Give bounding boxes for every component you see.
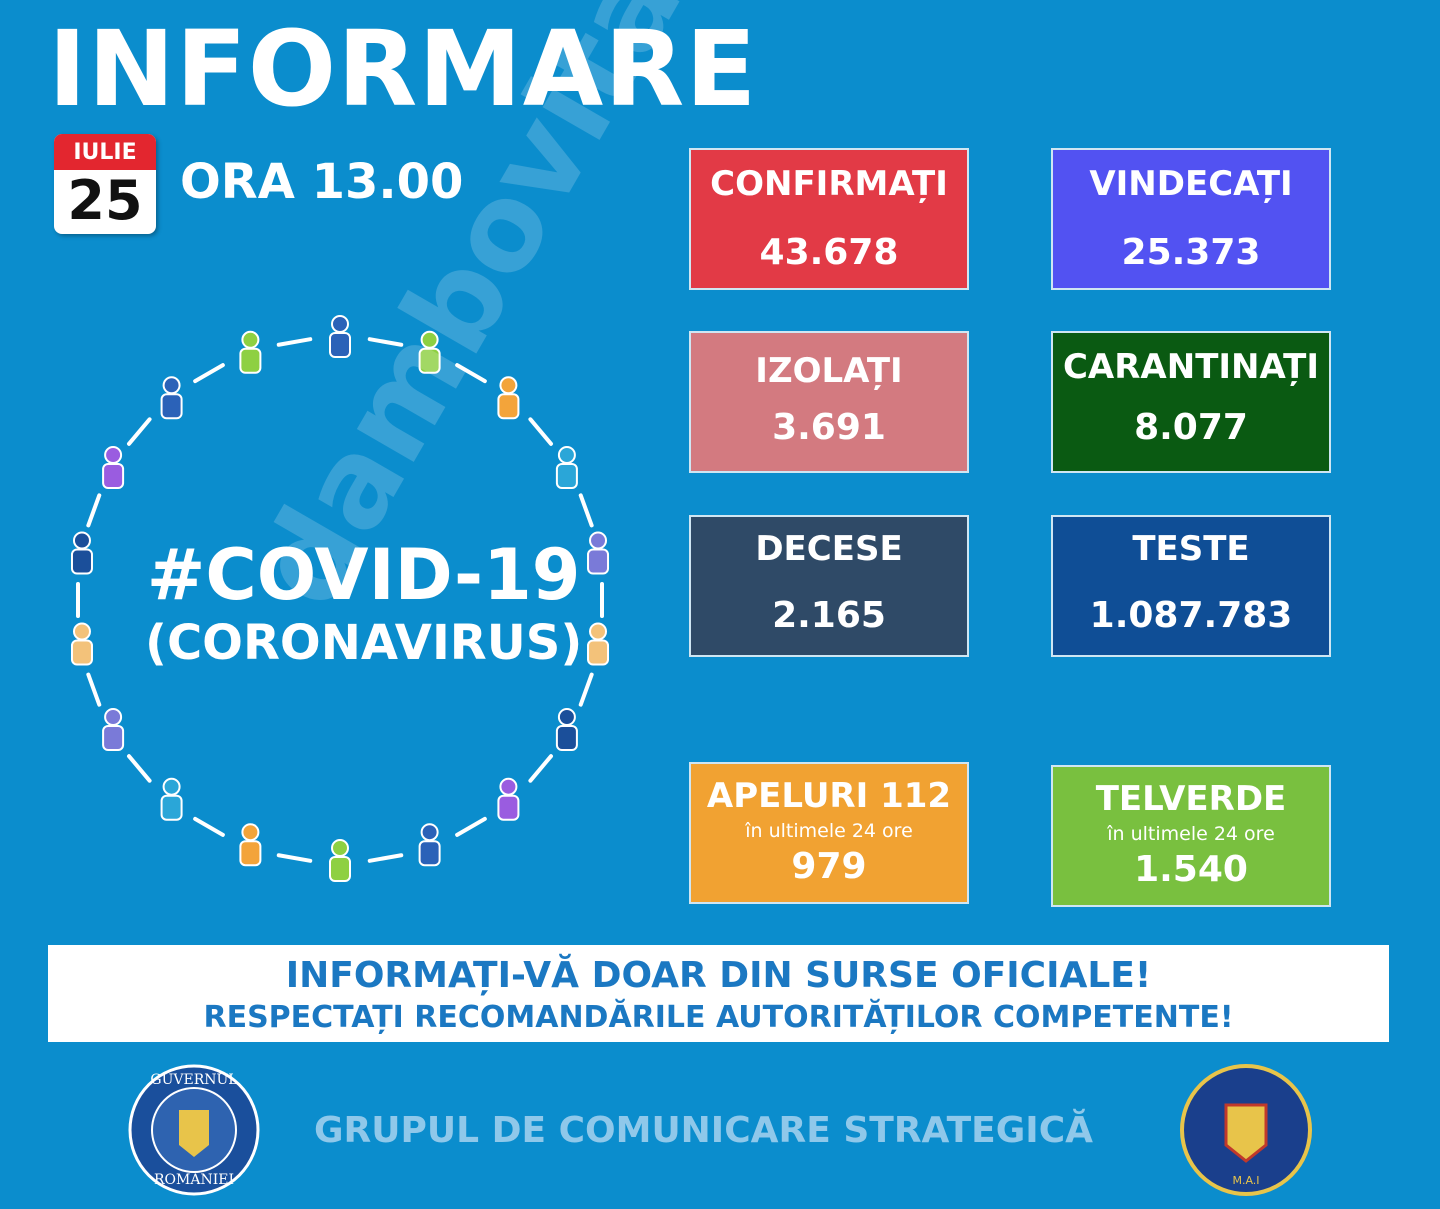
person-head [557,708,576,726]
person-head [72,622,91,641]
logo-shield [1224,1103,1268,1163]
stat-box: CARANTINAȚI 8.077 [1051,331,1331,473]
arrow [578,672,594,707]
person-body [70,639,93,666]
person-head [499,376,518,395]
person-head [589,622,608,641]
person-body [70,548,93,575]
footer-text: GRUPUL DE COMUNICARE STRATEGICĂ [314,1110,1093,1151]
title: INFORMARE [48,8,758,130]
arrow [455,363,487,384]
person-body [239,840,262,867]
arrow [86,672,102,707]
person-head [499,777,518,796]
arrow [276,337,313,347]
day: 25 [67,169,143,232]
call-note: în ultimele 24 ore [745,820,913,842]
covid-subtitle: (CORONAVIRUS) [145,615,583,671]
stat-box: CONFIRMAȚI 43.678 [689,148,969,290]
stat-label: DECESE [755,529,903,569]
arrow [276,853,313,863]
stat-label: VINDECAȚI [1089,164,1293,204]
person-head [557,446,576,464]
person-body [497,393,520,420]
person-body [497,794,520,821]
logo-shield [179,1110,209,1157]
arrow [193,363,225,384]
stat-value: 43.678 [759,232,899,273]
month: IULIE [54,134,156,170]
person-head [72,531,91,550]
calendar: IULIE 25 [54,134,156,234]
person-head [104,708,123,726]
stat-box: TESTE 1.087.783 [1051,515,1331,657]
stat-box: VINDECAȚI 25.373 [1051,148,1331,290]
call-value: 979 [791,846,867,887]
covid-label: #COVID-19 (CORONAVIRUS) [145,535,582,671]
arrow [127,417,152,446]
person-head [162,376,181,395]
arrow [528,417,553,446]
arrow [455,816,487,837]
stat-value: 8.077 [1134,407,1248,448]
person-head [331,315,349,333]
logo-text: GUVERNUL [150,1072,237,1088]
person-body [329,856,351,882]
arrow [86,493,102,528]
person-body [555,463,578,489]
person-head [420,823,439,842]
person-body [587,639,610,666]
arrow [578,493,594,528]
stat-value: 2.165 [772,595,886,636]
person-body [160,794,183,821]
person-body [418,347,441,374]
person-body [555,725,578,751]
call-value: 1.540 [1134,849,1248,890]
logo-text: ROMÂNIEI [154,1170,234,1188]
stat-box: IZOLAȚI 3.691 [689,331,969,473]
person-head [241,823,260,842]
stat-label: IZOLAȚI [755,351,903,391]
call-box: APELURI 112 în ultimele 24 ore 979 [689,762,969,904]
person-body [102,725,125,751]
arrow [127,754,152,783]
stat-label: CARANTINAȚI [1062,347,1320,387]
banner: INFORMAȚI-VĂ DOAR DIN SURSE OFICIALE! RE… [48,945,1389,1042]
person-body [160,393,183,420]
stat-label: TESTE [1132,529,1250,569]
banner-line: INFORMAȚI-VĂ DOAR DIN SURSE OFICIALE! [285,955,1152,996]
arrow [528,754,553,783]
person-body [102,463,125,489]
department-logo: M.A.I [1180,1064,1312,1196]
covid-title: #COVID-19 [146,534,581,616]
person-head [331,839,349,857]
people-ring [70,315,610,882]
call-label: TELVERDE [1095,779,1287,819]
call-box: TELVERDE în ultimele 24 ore 1.540 [1051,765,1331,907]
time: ORA 13.00 [180,154,464,210]
logo-text: M.A.I [1232,1174,1259,1187]
stat-box: DECESE 2.165 [689,515,969,657]
person-body [239,347,262,374]
banner-line: RESPECTAȚI RECOMANDĂRILE AUTORITĂȚILOR C… [203,1000,1234,1035]
person-body [329,332,351,358]
arrow [193,816,225,837]
person-head [589,531,608,550]
government-logo: GUVERNUL ROMÂNIEI [128,1064,260,1196]
person-body [418,840,441,867]
stat-value: 3.691 [772,407,886,448]
person-head [241,330,260,349]
arrow [367,853,404,863]
call-note: în ultimele 24 ore [1107,823,1275,845]
person-head [162,777,181,796]
arrow [367,337,404,347]
stat-label: CONFIRMAȚI [710,164,948,204]
stat-value: 1.087.783 [1089,595,1293,636]
person-head [104,446,123,464]
stat-value: 25.373 [1121,232,1261,273]
call-label: APELURI 112 [706,776,952,816]
person-body [587,548,610,575]
